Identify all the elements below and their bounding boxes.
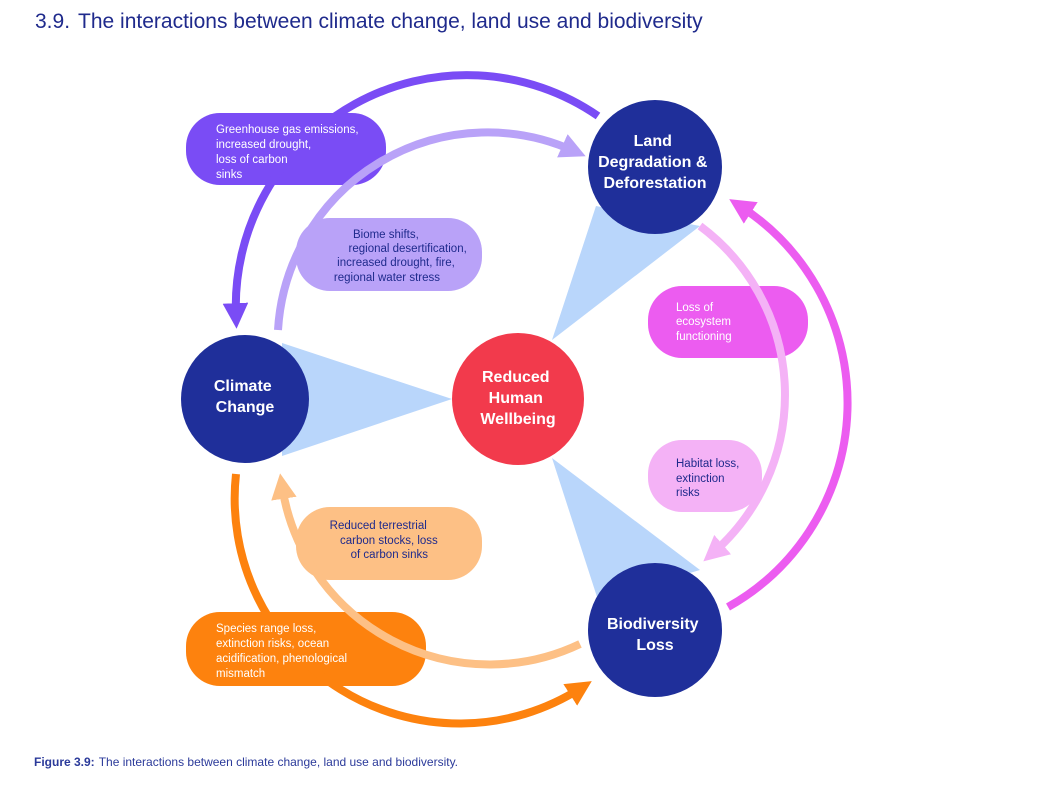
text-biome-shifts: Biome shifts, regional desertification, … [334, 229, 470, 284]
node-reduced-wellbeing: Reduced Human Wellbeing [452, 333, 584, 465]
svg-text:Reduced Human Well: Reduced Human Wellbeing [480, 369, 555, 428]
box-texts: Greenhouse gas emissions, increased drou… [216, 124, 742, 680]
text-ecosystem-functioning: Loss of ecosystem functioning [676, 302, 734, 343]
node-biodiversity-loss: Biodiversity Loss [588, 563, 722, 697]
text-habitat-loss: Habitat loss, extinction risks [676, 458, 742, 499]
arrow-carbon-stocks [271, 473, 582, 669]
box-habitat-loss [648, 440, 762, 512]
node-climate-change: Climate Change [181, 335, 309, 463]
caption-label: Figure 3.9: [34, 755, 95, 769]
wedges [282, 206, 700, 600]
svg-text:Climate Change: Climate Change [214, 378, 276, 416]
wedge-climate [282, 343, 452, 456]
arrows [222, 71, 852, 728]
box-ghg-emissions [186, 113, 386, 185]
section-number: 3.9. [35, 10, 71, 33]
box-carbon-stocks [296, 507, 482, 580]
text-ghg-emissions: Greenhouse gas emissions, increased drou… [216, 124, 362, 181]
page-title: 3.9. The interactions between climate cha… [35, 10, 703, 34]
figure-caption: Figure 3.9: The interactions between clim… [34, 755, 458, 769]
arrow-species-range [230, 473, 592, 728]
svg-text:Biodiversity Loss: Biodiversity Loss [607, 616, 703, 654]
caption-text: The interactions between climate change,… [98, 755, 459, 769]
arrow-ghg-emissions [222, 71, 601, 329]
section-title: The interactions between climate change,… [78, 10, 703, 33]
wedge-land [552, 206, 700, 340]
node-land-degradation: Land Degradation & Deforestation [588, 100, 722, 234]
svg-text:Land Degradation &: Land Degradation & Deforestation [598, 133, 712, 192]
arrow-ecosystem-functioning [726, 199, 852, 611]
arrow-biome-shifts [274, 128, 586, 331]
text-species-range: Species range loss, extinction risks, oc… [216, 623, 350, 680]
text-carbon-stocks: Reduced terrestrial carbon stocks, loss … [330, 520, 441, 561]
box-biome-shifts [296, 218, 482, 291]
arrow-habitat-loss [697, 222, 789, 562]
box-species-range [186, 612, 426, 686]
